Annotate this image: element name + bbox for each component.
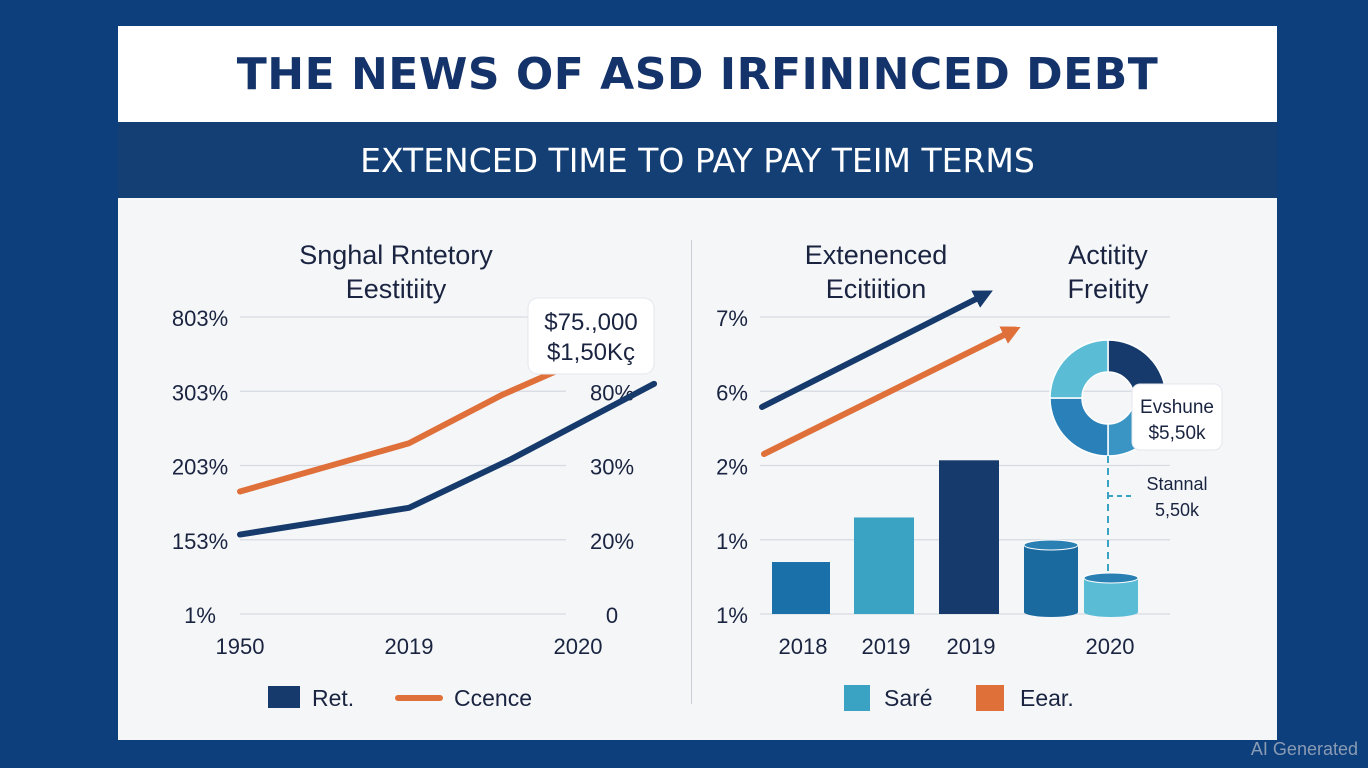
pie-chart-title: Actitity <box>1068 240 1148 270</box>
coin-bottom <box>1024 585 1078 595</box>
trend-arrow-navy <box>759 290 993 410</box>
bar-chart-x-tick: 2020 <box>1086 634 1135 659</box>
legend-swatch-teal <box>844 685 870 711</box>
line-chart-y-tick-left: 203% <box>172 455 228 480</box>
line-chart-grid <box>240 316 566 615</box>
bar-chart-legend: Saré Eear. <box>844 685 1074 711</box>
coin-bottom <box>1084 607 1138 617</box>
bar-chart-y-tick: 1% <box>716 529 748 554</box>
coin-bottom <box>1024 574 1078 584</box>
bar-chart-y-tick: 1% <box>716 603 748 628</box>
line-chart-y-axis-left: 1% 153% 203% 303% 803% <box>172 306 228 628</box>
line-series-navy <box>237 380 658 538</box>
title-band: THE NEWS OF ASD IRFININCED DEBT <box>118 26 1277 122</box>
coin-stack-left <box>1023 539 1079 617</box>
line-chart-y-tick-right: 80% <box>590 380 634 405</box>
donut-label-box <box>1134 466 1220 528</box>
bar-chart-coin-stacks <box>1023 539 1139 617</box>
donut-chart-labels: Evshune $5,50k Stannal 5,50k <box>1107 383 1223 574</box>
trend-arrow-orange <box>761 326 1021 457</box>
coin-stack-right <box>1083 572 1139 617</box>
line-chart-y-tick-right: 30% <box>590 455 634 480</box>
bar-chart-x-tick: 2019 <box>947 634 996 659</box>
line-chart: Snghal Rntetory Eestitiity 1% 153% 203% 303… <box>172 240 658 711</box>
ai-generated-watermark: AI Generated <box>1250 739 1358 759</box>
donut-label-box <box>1131 383 1223 451</box>
donut-slice-4 <box>1049 339 1109 399</box>
donut-label-line-1: Stannal <box>1146 474 1207 494</box>
line-chart-y-axis-right: 0 20% 30% 80% <box>590 380 634 628</box>
bar-chart-y-tick: 2% <box>716 455 748 480</box>
coin-top <box>1023 539 1079 551</box>
bar-chart: Extenenced Ecitiition Actitity Freitity … <box>716 240 1223 711</box>
line-chart-x-axis: 1950 2019 2020 <box>216 634 603 659</box>
line-chart-x-tick: 1950 <box>216 634 265 659</box>
bar-chart-title: Extenenced <box>805 240 948 270</box>
bar-chart-y-tick: 6% <box>716 380 748 405</box>
legend-label: Eear. <box>1020 685 1074 711</box>
donut-label-line-2: 5,50k <box>1155 500 1200 520</box>
coin-bottom <box>1084 585 1138 595</box>
coin-bottom <box>1024 607 1078 617</box>
legend-label: Saré <box>884 685 933 711</box>
line-chart-y-tick-left: 153% <box>172 529 228 554</box>
line-chart-y-tick-right: 20% <box>590 529 634 554</box>
bar-chart-x-axis: 2018 2019 2019 2020 <box>779 634 1135 659</box>
line-chart-x-tick: 2019 <box>385 634 434 659</box>
donut-label-line-2: $5,50k <box>1148 423 1206 444</box>
donut-label-2: Stannal 5,50k <box>1134 466 1220 528</box>
coin-bottom <box>1084 596 1138 606</box>
callout-line-2: $1,50Kç <box>547 339 635 366</box>
bar-chart-y-tick: 7% <box>716 306 748 331</box>
legend-label: Ccence <box>454 685 532 711</box>
line-chart-title: Snghal Rntetory <box>299 240 493 270</box>
pie-chart-subtitle: Freitity <box>1068 274 1150 304</box>
line-chart-y-tick-left: 803% <box>172 306 228 331</box>
panel-divider <box>691 240 692 704</box>
donut-slice-3 <box>1049 397 1109 457</box>
callout-box <box>527 297 655 375</box>
bar-chart-trend-arrows <box>759 290 1021 457</box>
bar-chart-y-axis: 1% 1% 2% 6% 7% <box>716 306 748 628</box>
legend-swatch-orange <box>976 685 1004 711</box>
line-chart-x-tick: 2020 <box>554 634 603 659</box>
charts-canvas: Snghal Rntetory Eestitiity 1% 153% 203% 303… <box>172 240 1223 711</box>
bar-chart-x-tick: 2019 <box>862 634 911 659</box>
line-chart-subtitle: Eestitiity <box>346 274 447 304</box>
line-chart-y-tick-left: 303% <box>172 380 228 405</box>
line-chart-legend: Ret. Ccence <box>268 685 532 711</box>
line-chart-callout: $75.,000 $1,50Kç <box>527 297 655 375</box>
donut-label-1: Evshune $5,50k <box>1131 383 1223 451</box>
donut-label-line-1: Evshune <box>1140 397 1214 418</box>
bar-chart-subtitle: Ecitiition <box>826 274 927 304</box>
coin-bottom <box>1024 563 1078 573</box>
bar-1 <box>772 562 830 614</box>
coin-bottom <box>1024 552 1078 562</box>
coin-top <box>1083 572 1139 584</box>
line-chart-y-tick-right: 0 <box>606 603 618 628</box>
page-subtitle: EXTENCED TIME TO PAY PAY TEIM TERMS <box>360 140 1035 180</box>
line-chart-y-tick-left: 1% <box>184 603 216 628</box>
bar-chart-x-tick: 2018 <box>779 634 828 659</box>
page-title: THE NEWS OF ASD IRFININCED DEBT <box>236 48 1159 100</box>
bar-3 <box>939 460 999 614</box>
legend-label: Ret. <box>312 685 354 711</box>
bar-2 <box>854 517 914 614</box>
infographic-card: THE NEWS OF ASD IRFININCED DEBT EXTENCED… <box>118 26 1277 740</box>
callout-line-1: $75.,000 <box>544 309 637 336</box>
subtitle-band: EXTENCED TIME TO PAY PAY TEIM TERMS <box>118 122 1277 198</box>
coin-bottom <box>1024 596 1078 606</box>
legend-swatch-navy <box>268 686 300 708</box>
bar-chart-bars <box>772 460 999 614</box>
line-chart-series <box>237 343 658 538</box>
